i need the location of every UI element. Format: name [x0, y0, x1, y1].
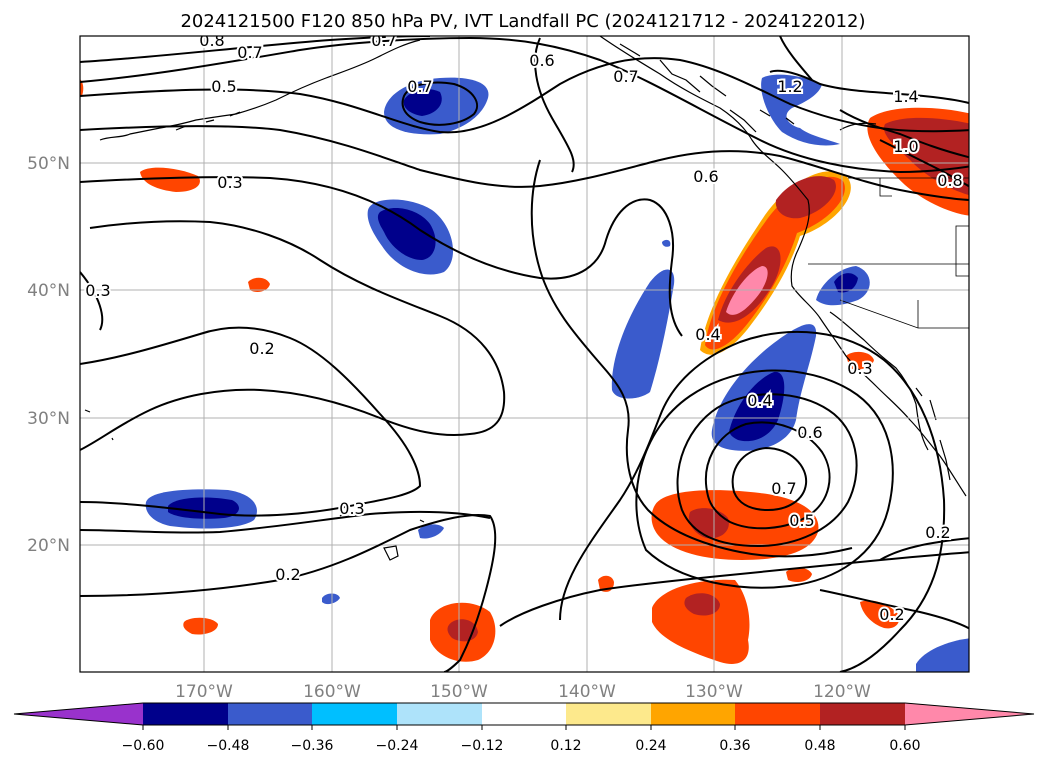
pv-negative-region: [662, 239, 671, 247]
contour-label: 0.7: [771, 479, 796, 498]
contour-label: 0.5: [211, 77, 236, 96]
contour-label: 0.2: [925, 523, 950, 542]
pv-positive-region: [860, 600, 900, 629]
contour-label: 0.7: [371, 31, 396, 50]
colorbar-segment: [735, 703, 820, 725]
contour-label: 0.8: [199, 31, 224, 50]
pv-positive-region: [183, 617, 218, 635]
map-panel: 0.8 0.7 0.7 0.6 0.7 0.7 1.4 1.2 0.5 1.0 …: [79, 31, 970, 673]
pv-negative-region: [403, 89, 442, 116]
contour-label: 0.8: [937, 171, 962, 190]
contour-label: 0.3: [847, 359, 872, 378]
map-background: [80, 36, 969, 672]
colorbar-segment: [651, 703, 735, 725]
contour-label: 0.7: [237, 43, 262, 62]
pv-positive-region: [684, 593, 720, 616]
pv-positive-region: [248, 277, 270, 292]
pv-negative-region: [611, 269, 675, 399]
colorbar-segment: [820, 703, 905, 725]
pv-negative-region: [322, 593, 340, 605]
pv-negative-region: [761, 74, 840, 146]
contour-label: 1.0: [893, 137, 918, 156]
colorbar-segment: [143, 703, 228, 725]
longitude-tick-label: 140°W: [558, 682, 616, 702]
contour-label: 0.3: [85, 281, 110, 300]
pv-positive-region: [140, 167, 200, 192]
contour-label: 0.2: [275, 565, 300, 584]
contour-label: 0.5: [789, 511, 814, 530]
colorbar-segment: [228, 703, 312, 725]
colorbar-segment: [482, 703, 566, 725]
colorbar-min-extend: [14, 703, 143, 725]
colorbar-segment: [397, 703, 482, 725]
pv-negative-region: [916, 638, 969, 672]
colorbar-tick-label: −0.48: [207, 738, 250, 754]
pv-negative-region: [418, 524, 444, 539]
pv-positive-region: [884, 117, 969, 196]
colorbar-tick-label: 0.12: [550, 738, 581, 754]
longitude-tick-label: 150°W: [430, 682, 488, 702]
contour-label: 1.2: [777, 77, 802, 96]
contour-label: 0.3: [217, 173, 242, 192]
contour-label: 0.6: [693, 167, 718, 186]
pv-positive-region: [80, 79, 84, 97]
contour-label: 0.4: [747, 391, 772, 410]
colorbar-tick-label: 0.24: [635, 738, 666, 754]
pv-negative-region: [377, 208, 436, 260]
colorbar-tick-label: −0.36: [291, 738, 334, 754]
colorbar-tick-label: 0.36: [719, 738, 750, 754]
colorbar-max-extend: [905, 703, 1034, 725]
latitude-tick-label: 20°N: [27, 536, 70, 556]
contour-label: 1.4: [893, 87, 918, 106]
colorbar-tick-label: 0.48: [804, 738, 835, 754]
map-frame: [79, 35, 970, 673]
map-title: 2024121500 F120 850 hPa PV, IVT Landfall…: [180, 11, 865, 32]
contour-label: 0.4: [695, 325, 720, 344]
pv-positive-region: [652, 579, 750, 664]
longitude-tick-label: 120°W: [813, 682, 871, 702]
longitude-tick-label: 130°W: [685, 682, 743, 702]
latitude-tick-label: 40°N: [27, 281, 70, 301]
ivt-contour-labels: 0.8 0.7 0.7 0.6 0.7 0.7 1.4 1.2 0.5 1.0 …: [83, 31, 964, 626]
contour-label: 0.7: [407, 77, 432, 96]
colorbar-segment: [566, 703, 651, 725]
colorbar-segment: [312, 703, 397, 725]
latitude-tick-labels: 50°N 40°N 30°N 20°N: [27, 154, 70, 556]
colorbar-tick-label: 0.60: [889, 738, 920, 754]
colorbar: −0.60 −0.48 −0.36 −0.24 −0.12 0.12 0.24 …: [13, 702, 1035, 754]
colorbar-tick-label: −0.60: [122, 738, 165, 754]
longitude-tick-labels: 170°W 160°W 150°W 140°W 130°W 120°W: [175, 682, 871, 702]
pv-positive-region: [846, 351, 874, 370]
contour-label: 0.7: [613, 67, 638, 86]
contour-label: 0.2: [249, 339, 274, 358]
longitude-tick-label: 160°W: [303, 682, 361, 702]
colorbar-tick-label: −0.24: [376, 738, 419, 754]
longitude-tick-label: 170°W: [175, 682, 233, 702]
latitude-tick-label: 50°N: [27, 154, 70, 174]
pv-positive-region: [786, 567, 812, 582]
contour-label: 0.6: [529, 51, 554, 70]
pv-negative-region: [834, 273, 858, 293]
latitude-tick-label: 30°N: [27, 409, 70, 429]
ivt-contours: [80, 36, 969, 672]
contour-label: 0.2: [879, 605, 904, 624]
contour-label: 0.6: [797, 423, 822, 442]
contour-label: 0.3: [339, 499, 364, 518]
colorbar-tick-label: −0.12: [461, 738, 504, 754]
political-borders: [808, 177, 969, 329]
